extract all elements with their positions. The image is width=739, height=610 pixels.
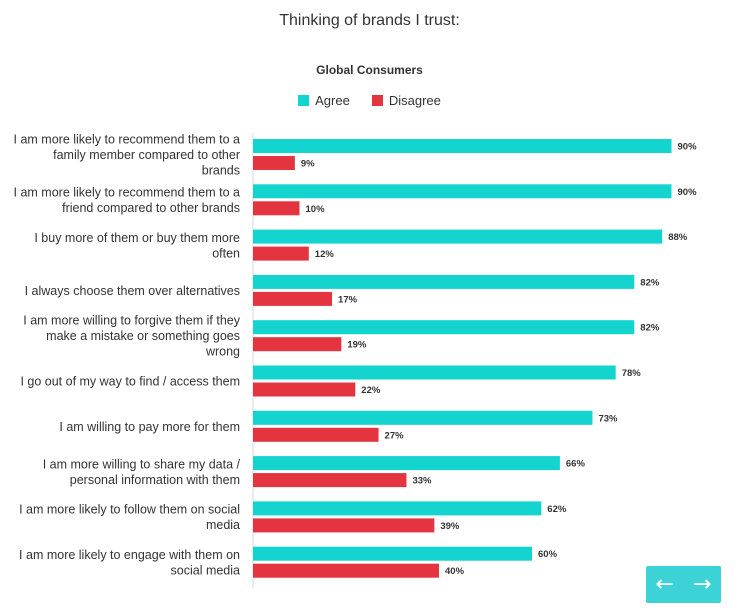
legend-label-agree: Agree xyxy=(315,93,350,108)
bar-disagree xyxy=(253,473,407,488)
value-label-agree: 78% xyxy=(622,368,642,379)
value-label-disagree: 19% xyxy=(347,340,367,351)
bar-disagree xyxy=(253,337,342,352)
bar-disagree xyxy=(253,291,333,306)
bar-disagree xyxy=(253,563,439,578)
chart-subtitle: Global Consumers xyxy=(316,63,423,77)
legend-label-disagree: Disagree xyxy=(388,93,441,108)
arrow-right-icon[interactable]: → xyxy=(693,571,712,597)
value-label-agree: 88% xyxy=(668,232,688,243)
value-label-disagree: 12% xyxy=(315,249,335,260)
bar-agree xyxy=(253,184,672,199)
value-label-disagree: 33% xyxy=(412,476,432,487)
bar-agree xyxy=(253,501,542,516)
bar-agree xyxy=(253,410,593,425)
category-label: I always choose them over alternatives xyxy=(25,284,240,298)
bar-disagree xyxy=(253,201,300,216)
bar-disagree xyxy=(253,427,379,442)
bar-agree xyxy=(253,456,560,471)
value-label-disagree: 22% xyxy=(361,385,381,396)
value-label-agree: 90% xyxy=(678,142,698,153)
bar-agree xyxy=(253,274,635,289)
carousel-nav: ← → xyxy=(646,566,721,603)
category-label: I am more willing to forgive them if the… xyxy=(23,314,240,359)
value-label-disagree: 39% xyxy=(440,521,460,532)
chart-title: Thinking of brands I trust: xyxy=(279,12,460,29)
legend-item-disagree: Disagree xyxy=(371,93,441,108)
bar-agree xyxy=(253,139,672,153)
category-label: I am more likely to follow them on socia… xyxy=(19,503,240,533)
legend-item-agree: Agree xyxy=(298,93,350,108)
value-label-agree: 90% xyxy=(678,187,698,198)
legend-swatch-disagree xyxy=(371,95,383,106)
bar-agree xyxy=(253,546,532,561)
category-label: I buy more of them or buy them more often xyxy=(34,231,240,261)
legend-swatch-agree xyxy=(298,95,310,106)
value-label-disagree: 9% xyxy=(301,159,315,170)
value-label-agree: 62% xyxy=(547,504,567,515)
value-label-disagree: 40% xyxy=(445,566,465,577)
category-label: I go out of my way to find / access them xyxy=(20,375,240,389)
arrow-left-icon[interactable]: ← xyxy=(655,571,674,597)
bar-disagree xyxy=(253,382,356,397)
value-label-agree: 66% xyxy=(566,459,586,470)
bar-agree xyxy=(253,320,635,335)
category-label: I am more willing to share my data / pers… xyxy=(43,457,241,487)
bar-agree xyxy=(253,365,616,380)
value-label-disagree: 17% xyxy=(338,294,358,305)
bar-agree xyxy=(253,229,663,244)
bar-disagree xyxy=(253,518,435,533)
value-label-agree: 82% xyxy=(640,277,660,288)
bar-disagree xyxy=(253,246,309,261)
category-label: I am willing to pay more for them xyxy=(59,420,240,434)
bar-disagree xyxy=(253,156,295,170)
value-label-agree: 60% xyxy=(538,549,558,560)
value-label-disagree: 10% xyxy=(306,204,326,215)
value-label-agree: 73% xyxy=(598,413,618,424)
legend: Agree Disagree xyxy=(0,93,739,108)
value-label-disagree: 27% xyxy=(385,430,405,441)
category-label: I am more likely to engage with them on s… xyxy=(19,548,240,578)
value-label-agree: 82% xyxy=(640,323,660,334)
